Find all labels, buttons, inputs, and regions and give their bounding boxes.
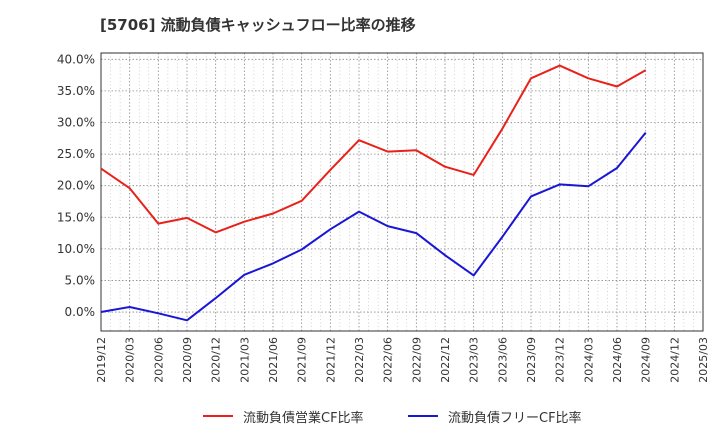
x-tick-label: 2024/12 <box>668 337 681 383</box>
x-tick-label: 2022/09 <box>410 337 423 383</box>
legend-item-operating-cf: 流動負債営業CF比率 <box>203 404 364 428</box>
y-tick-label: 10.0% <box>57 242 95 256</box>
series-line-free-cf <box>100 131 647 322</box>
x-tick-label: 2022/06 <box>382 337 395 383</box>
chart-title: [5706] 流動負債キャッシュフロー比率の推移 <box>100 16 416 34</box>
x-tick-label: 2020/03 <box>124 337 137 383</box>
x-tick-label: 2022/03 <box>353 337 366 383</box>
x-tick-label: 2020/12 <box>210 337 223 383</box>
x-tick-label: 2025/03 <box>697 337 710 383</box>
legend: 流動負債営業CF比率 流動負債フリーCF比率 <box>0 404 720 428</box>
legend-label-free-cf: 流動負債フリーCF比率 <box>448 410 582 426</box>
y-tick-label: 40.0% <box>57 52 95 66</box>
x-tick-label: 2023/09 <box>525 337 538 383</box>
x-tick-label: 2020/06 <box>152 337 165 383</box>
x-tick-label: 2021/09 <box>296 337 309 383</box>
legend-label-operating-cf: 流動負債営業CF比率 <box>243 410 364 426</box>
x-tick-label: 2019/12 <box>95 337 108 383</box>
x-tick-label: 2024/09 <box>640 337 653 383</box>
legend-item-free-cf: 流動負債フリーCF比率 <box>408 404 582 428</box>
x-tick-label: 2021/12 <box>324 337 337 383</box>
y-tick-label: 5.0% <box>65 273 96 287</box>
x-tick-label: 2023/12 <box>554 337 567 383</box>
y-tick-label: 30.0% <box>57 116 95 130</box>
plot-frame <box>100 52 704 332</box>
legend-swatch-operating-cf <box>203 415 233 417</box>
x-tick-label: 2021/03 <box>238 337 251 383</box>
series-line-operating-cf <box>100 64 647 234</box>
x-tick-label: 2024/06 <box>611 337 624 383</box>
y-tick-label: 15.0% <box>57 210 95 224</box>
y-tick-label: 25.0% <box>57 147 95 161</box>
x-tick-label: 2023/03 <box>468 337 481 383</box>
y-tick-label: 0.0% <box>65 305 96 319</box>
y-tick-label: 35.0% <box>57 84 95 98</box>
x-tick-label: 2022/12 <box>439 337 452 383</box>
x-tick-label: 2021/06 <box>267 337 280 383</box>
plot-area <box>101 53 703 331</box>
x-tick-label: 2023/06 <box>496 337 509 383</box>
x-tick-label: 2024/03 <box>582 337 595 383</box>
y-tick-label: 20.0% <box>57 179 95 193</box>
legend-swatch-free-cf <box>408 415 438 417</box>
x-tick-label: 2020/09 <box>181 337 194 383</box>
